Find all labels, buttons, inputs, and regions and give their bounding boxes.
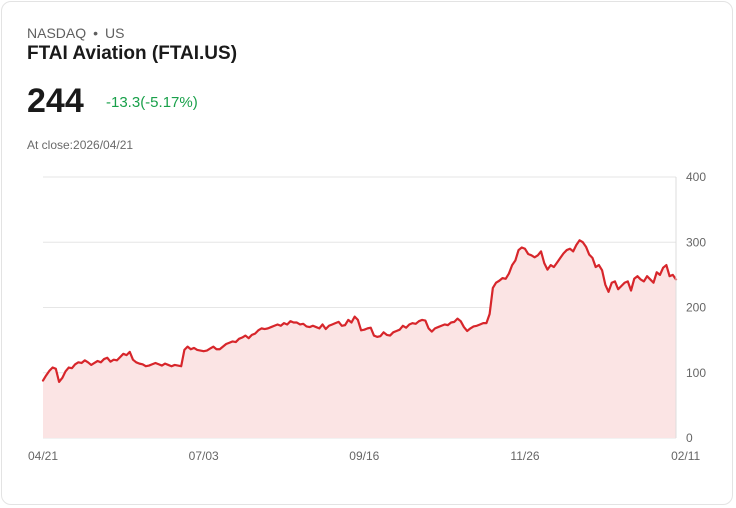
x-axis-ticks: 04/21 07/03 09/16 11/26 02/11 xyxy=(28,449,701,463)
y-tick-label: 200 xyxy=(686,301,706,315)
price-line xyxy=(41,239,678,383)
stock-price: 244 xyxy=(27,82,84,120)
price-change: -13.3(-5.17%) xyxy=(106,94,198,111)
country-code: US xyxy=(105,25,125,41)
close-date: At close:2026/04/21 xyxy=(27,138,134,152)
exchange-name: NASDAQ xyxy=(27,25,87,41)
x-tick-label: 07/03 xyxy=(189,449,219,463)
y-axis-ticks: 400 300 200 100 0 xyxy=(686,170,706,445)
x-tick-label: 04/21 xyxy=(28,449,58,463)
separator-dot: • xyxy=(93,25,99,41)
x-tick-label: 02/11 xyxy=(671,449,700,463)
y-tick-label: 100 xyxy=(686,366,706,380)
exchange-line: NASDAQ • US xyxy=(27,25,124,41)
x-tick-label: 11/26 xyxy=(510,449,539,463)
price-area-fill xyxy=(43,240,676,438)
y-tick-label: 300 xyxy=(686,235,706,249)
stock-name: FTAI Aviation (FTAI.US) xyxy=(27,43,238,64)
x-tick-label: 09/16 xyxy=(349,449,379,463)
y-tick-label: 400 xyxy=(686,170,706,184)
y-tick-label: 0 xyxy=(686,431,693,445)
